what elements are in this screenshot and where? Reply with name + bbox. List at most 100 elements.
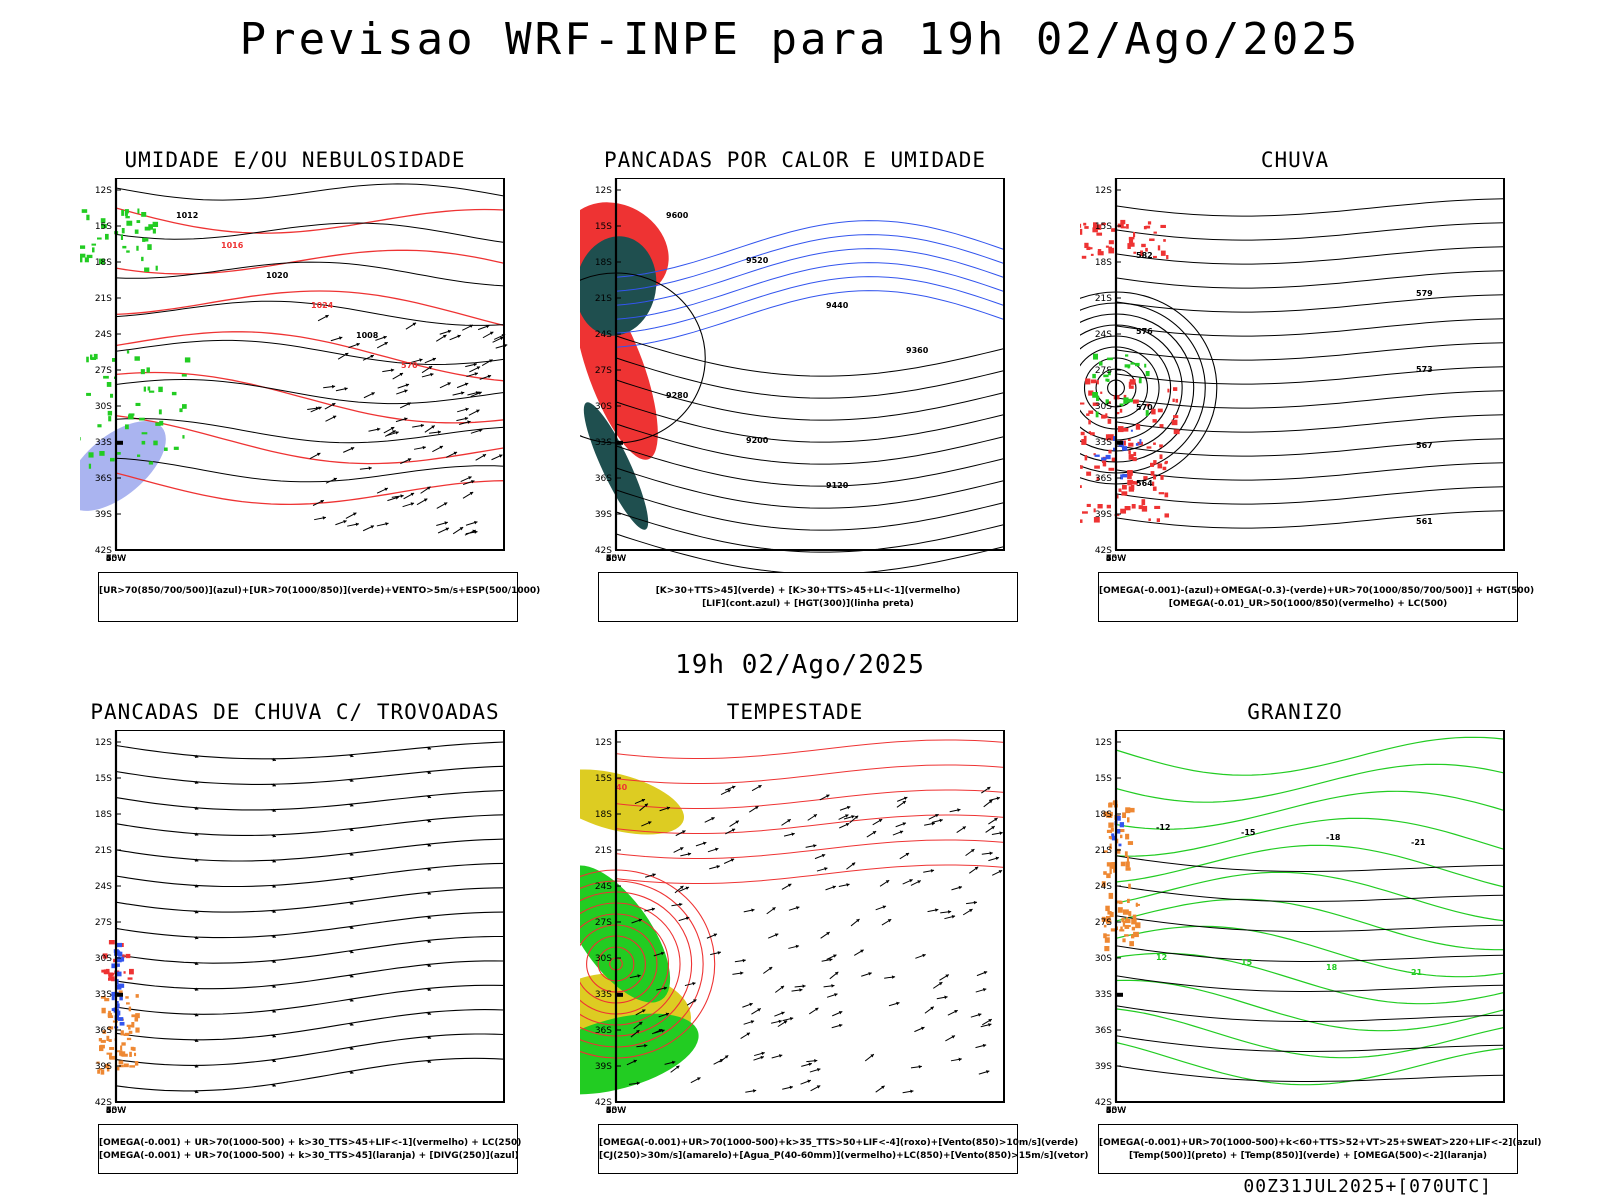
omega-area-red: [1086, 471, 1092, 476]
convective-area-orange: [134, 1052, 137, 1057]
humidity-area-green: [126, 220, 133, 226]
contour-label: 21: [1411, 968, 1423, 977]
wind-vector: [376, 341, 389, 349]
stream-arrow: [271, 1034, 277, 1038]
lat-tick-label: 33S: [95, 990, 112, 1000]
map-trovoadas: 12S 15S 18S 21S 24S 27S 30S 33S 36S 39S 42S70W65W6…: [95, 730, 505, 1116]
wind-vector: [651, 1028, 663, 1035]
omega500-area-orange: [1131, 926, 1136, 931]
panel-trovoadas: PANCADAS DE CHUVA C/ TROVOADAS 12S 15S 18S…: [80, 700, 510, 1180]
lat-tick-label: 15S: [95, 222, 112, 232]
lat-tick-label: 30S: [95, 954, 112, 964]
wind-vector: [839, 805, 851, 811]
wind-vector: [866, 830, 877, 838]
stream-arrow: [271, 808, 277, 813]
wind-vector: [743, 908, 755, 913]
legend-line: [OMEGA(-0.001) + UR>70(1000-500) + k>30_…: [99, 1138, 522, 1148]
omega-area-red: [1080, 485, 1082, 489]
humidity-area-green: [136, 245, 139, 251]
lat-tick-label: 15S: [1095, 222, 1112, 232]
hgt300-contour: [615, 401, 1005, 443]
wind-vector: [376, 487, 389, 494]
lat-tick-label: 24S: [95, 882, 112, 892]
lat-tick-label: 30S: [95, 402, 112, 412]
lat-tick-label: 30S: [1095, 402, 1112, 412]
lon-tick-label: 35W: [106, 554, 126, 564]
humidity-area-green: [140, 369, 145, 375]
wind-vector: [343, 447, 355, 453]
wind-vector: [670, 1065, 680, 1073]
wind-vector: [978, 1070, 990, 1075]
humidity-area-green: [86, 356, 89, 363]
omega-area-red: [1173, 387, 1178, 391]
wind-vector: [376, 522, 389, 527]
wind-vector: [742, 1002, 753, 1008]
humidity-area-green: [122, 245, 127, 249]
stream-arrow: [271, 884, 277, 888]
stream-arrow: [426, 891, 432, 895]
stream-arrow: [348, 925, 354, 930]
omega-area-red: [1086, 246, 1091, 251]
wind-vector: [720, 789, 732, 796]
omega-area-red: [1090, 253, 1094, 256]
stream-arrow: [348, 1046, 354, 1050]
omega500-area-orange: [1110, 928, 1117, 932]
humidity-area-green: [125, 216, 130, 219]
lon-tick-label: 60W: [606, 554, 626, 564]
lat-tick-label: 39S: [595, 1062, 612, 1072]
map-chuva: 582 579 576 573 570 567 564 561 12S 15S 18S 21S 24S 2…: [1080, 178, 1505, 564]
contour-label: 1012: [176, 211, 198, 220]
map-background: [116, 730, 504, 1102]
convective-area-orange: [102, 1030, 107, 1034]
humidity-area-green: [103, 375, 109, 379]
humidity-area-green: [128, 414, 134, 420]
omega-area-red: [1085, 378, 1091, 385]
humidity-area-green: [124, 210, 128, 216]
convective-area-orange: [116, 1066, 120, 1071]
omega-area-red: [1160, 224, 1166, 229]
stream-arrow: [271, 959, 277, 964]
omega-area-red: [1096, 380, 1099, 385]
lat-tick-label: 27S: [1095, 366, 1112, 376]
wind-vector: [788, 906, 800, 911]
humidity-area-green: [147, 244, 152, 250]
humidity-area-green: [142, 237, 146, 242]
legend-tempestade: [OMEGA(-0.001)+UR>70(1000-500)+k>35_TTS>…: [598, 1124, 1089, 1174]
omega500-area-orange: [1132, 914, 1137, 921]
wind-vector: [740, 1032, 751, 1039]
omega500-area-orange: [1109, 868, 1112, 875]
wind-vector: [781, 883, 792, 890]
omega-area-red: [1097, 251, 1104, 256]
precip-water-contour: [615, 789, 1005, 809]
omega-area-red: [1081, 255, 1087, 259]
wind-vector: [819, 794, 830, 801]
wind-vector: [823, 984, 835, 988]
humidity-area-green: [148, 390, 155, 393]
wind-vector: [805, 844, 817, 848]
omega-area-red: [1152, 419, 1157, 423]
convective-area-orange: [96, 1061, 100, 1064]
divergence-area-blue: [120, 956, 124, 962]
stream-arrow: [426, 1011, 432, 1016]
omega-area-blue: [1120, 474, 1124, 480]
omega500-area-orange: [1126, 856, 1130, 862]
lat-tick-label: 18S: [1095, 258, 1112, 268]
convective-area-orange: [104, 1063, 110, 1069]
omega-area-blue: [1122, 446, 1128, 451]
humidity-area-green: [81, 209, 88, 213]
omega-area-red: [1128, 236, 1135, 240]
wind-vector: [690, 1077, 701, 1084]
wind-vector: [674, 885, 684, 894]
omega-area-red: [1084, 242, 1089, 249]
wind-vector: [673, 847, 684, 853]
humidity-area-green: [121, 228, 125, 234]
omega-area-red: [1105, 434, 1109, 441]
lat-tick-label: 27S: [95, 918, 112, 928]
humidity-area-green: [108, 416, 112, 422]
stream-arrow: [193, 1089, 199, 1094]
wind-vector: [820, 931, 830, 939]
wind-vector: [936, 995, 948, 1000]
stream-arrow: [271, 859, 277, 863]
lon-tick-label: 50W: [106, 1106, 126, 1116]
temp850-contour: [1115, 1008, 1505, 1059]
